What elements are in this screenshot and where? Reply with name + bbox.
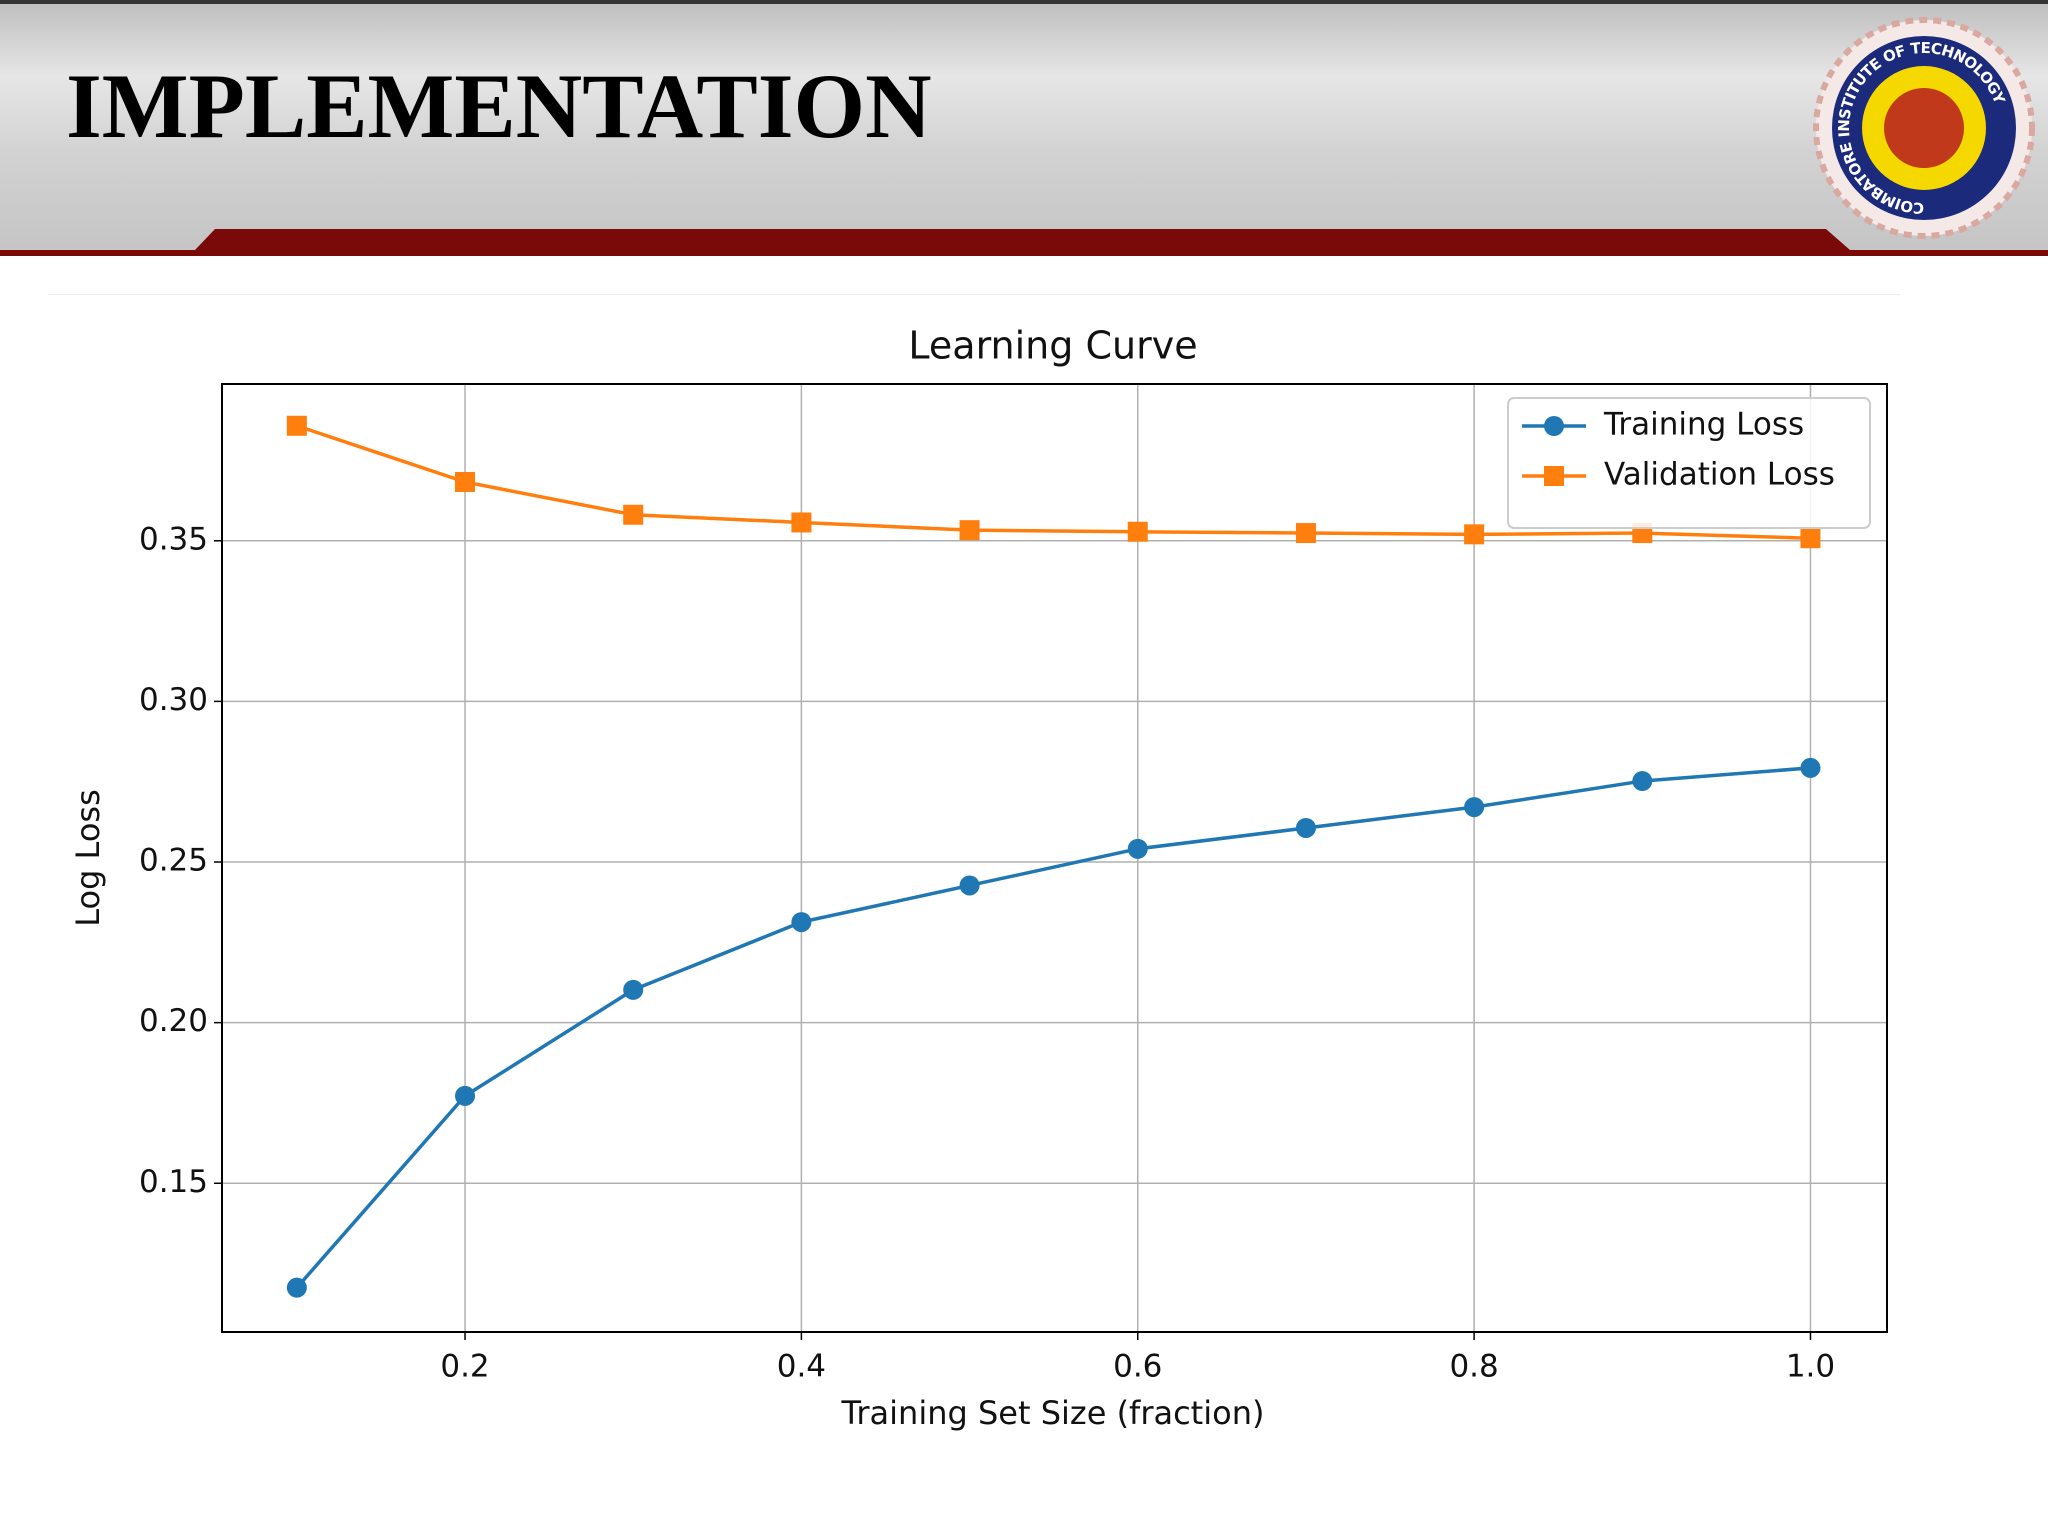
header-red-band <box>0 229 2048 256</box>
plot-area <box>222 384 1887 1332</box>
y-tick-label: 0.30 <box>139 682 208 718</box>
y-tick-label: 0.20 <box>139 1003 208 1039</box>
legend-label: Training Loss <box>1603 407 1804 443</box>
marker <box>1295 523 1316 544</box>
slide-title: IMPLEMENTATION <box>66 55 932 157</box>
marker <box>623 504 644 525</box>
x-tick-label: 0.4 <box>777 1349 826 1385</box>
x-tick-label: 0.6 <box>1113 1349 1162 1385</box>
x-tick-label: 0.8 <box>1449 1349 1498 1385</box>
marker <box>1464 524 1485 545</box>
y-axis-label: Log Loss <box>69 789 107 927</box>
legend-box <box>1507 397 1871 529</box>
marker <box>455 471 476 492</box>
marker <box>1544 416 1564 436</box>
y-tick-label: 0.25 <box>139 843 208 879</box>
marker <box>1464 797 1485 818</box>
header-top-line <box>0 0 2048 4</box>
legend-label: Validation Loss <box>1604 457 1835 493</box>
x-tick-label: 1.0 <box>1786 1349 1835 1385</box>
legend: Training Loss Validation Loss <box>1507 397 1871 529</box>
chart-title: Learning Curve <box>908 324 1197 368</box>
marker <box>1295 817 1316 838</box>
marker <box>286 415 307 436</box>
marker <box>1632 771 1653 792</box>
marker <box>791 912 812 933</box>
marker <box>1127 521 1148 542</box>
x-tick-label: 0.2 <box>440 1349 489 1385</box>
series-line <box>295 766 1811 1289</box>
marker <box>1800 528 1821 549</box>
marker <box>959 520 980 541</box>
marker <box>791 512 812 533</box>
marker <box>1800 757 1821 778</box>
logo: COIMBATORE INSTITUTE OF TECHNOLOGY <box>1813 17 2035 239</box>
y-tick-label: 0.15 <box>139 1164 208 1200</box>
series-line <box>296 424 1811 540</box>
header-band <box>0 0 2048 255</box>
x-axis-label: Training Set Size (fraction) <box>841 1394 1265 1432</box>
marker <box>959 875 980 896</box>
marker <box>623 979 644 1000</box>
y-tick-label: 0.35 <box>139 521 208 557</box>
marker <box>455 1085 476 1106</box>
separator <box>48 294 1900 295</box>
marker <box>1127 838 1148 859</box>
marker <box>1544 466 1564 486</box>
plot-frame <box>221 383 1888 1333</box>
marker <box>286 1277 307 1298</box>
